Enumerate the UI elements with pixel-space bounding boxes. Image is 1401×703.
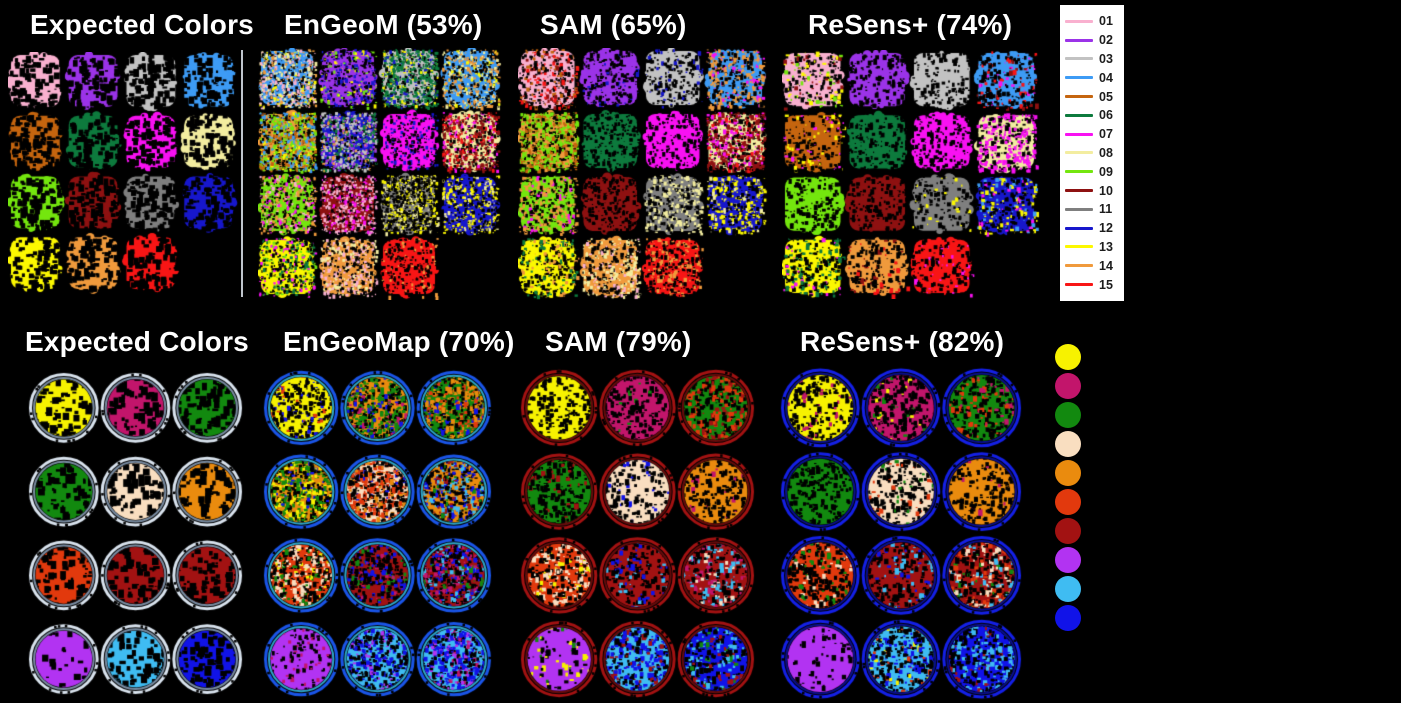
classification-map-engeom [258, 48, 502, 300]
legend-item-label: 05 [1099, 89, 1113, 104]
panel-title-sam-bottom: SAM (79%) [545, 326, 692, 357]
panel-title-engeom: EnGeoM (53%) [284, 9, 483, 40]
legend-item: 07 [1065, 127, 1124, 142]
legend-color-dot [1055, 576, 1081, 602]
legend-line-swatch [1065, 189, 1093, 193]
legend-line-swatch [1065, 245, 1093, 249]
classification-map-resens-top [782, 50, 1040, 299]
legend-item: 03 [1065, 51, 1124, 66]
legend-item-label: 08 [1099, 145, 1113, 160]
legend-line-swatch [1065, 151, 1093, 155]
class-legend: 01 02 03 04 05 06 07 08 09 10 11 12 13 14 15 [1060, 5, 1124, 301]
legend-color-dot [1055, 547, 1081, 573]
legend-item-label: 13 [1099, 239, 1113, 254]
legend-line-swatch [1065, 207, 1093, 211]
panel-title-resens-bottom: ReSens+ (82%) [800, 326, 1005, 357]
legend-item-label: 09 [1099, 164, 1113, 179]
dish-map-expected [28, 366, 243, 701]
dish-map-sam [520, 366, 755, 701]
legend-color-dot [1055, 518, 1081, 544]
legend-item-label: 03 [1099, 51, 1113, 66]
legend-item: 01 [1065, 14, 1124, 29]
legend-item: 08 [1065, 145, 1124, 160]
legend-item-label: 01 [1099, 14, 1113, 29]
legend-color-dot [1055, 460, 1081, 486]
legend-line-swatch [1065, 132, 1093, 136]
legend-item-label: 07 [1099, 127, 1113, 142]
legend-color-dot [1055, 373, 1081, 399]
legend-line-swatch [1065, 113, 1093, 117]
legend-item-label: 10 [1099, 183, 1113, 198]
dish-map-resens [780, 366, 1022, 701]
legend-color-dot [1055, 402, 1081, 428]
panel-title-expected-bottom: Expected Colors [25, 326, 249, 357]
legend-item-label: 15 [1099, 277, 1113, 292]
panel-title-engeomap: EnGeoMap (70%) [283, 326, 515, 357]
legend-line-swatch [1065, 57, 1093, 61]
legend-line-swatch [1065, 19, 1093, 23]
legend-line-swatch [1065, 283, 1093, 287]
legend-item-label: 14 [1099, 258, 1113, 273]
dish-color-legend [1055, 344, 1081, 631]
legend-item: 09 [1065, 164, 1124, 179]
legend-line-swatch [1065, 38, 1093, 42]
legend-line-swatch [1065, 95, 1093, 99]
legend-item-label: 02 [1099, 33, 1113, 48]
legend-line-swatch [1065, 264, 1093, 268]
legend-color-dot [1055, 431, 1081, 457]
legend-item-label: 04 [1099, 70, 1113, 85]
legend-line-swatch [1065, 226, 1093, 230]
legend-item-label: 06 [1099, 108, 1113, 123]
legend-color-dot [1055, 489, 1081, 515]
legend-line-swatch [1065, 76, 1093, 80]
legend-color-dot [1055, 344, 1081, 370]
classification-map-sam-top [518, 48, 768, 300]
panel-title-expected-top: Expected Colors [30, 9, 254, 40]
legend-item-label: 11 [1099, 202, 1113, 217]
dish-map-engeomap [263, 366, 492, 701]
legend-item-label: 12 [1099, 221, 1113, 236]
legend-item: 15 [1065, 277, 1124, 292]
legend-item: 04 [1065, 70, 1124, 85]
legend-item: 14 [1065, 258, 1124, 273]
panel-title-sam-top: SAM (65%) [540, 9, 687, 40]
legend-item: 13 [1065, 239, 1124, 254]
legend-item: 12 [1065, 221, 1124, 236]
panel-separator-line [241, 50, 243, 297]
legend-line-swatch [1065, 170, 1093, 174]
classification-map-expected-top [8, 52, 239, 295]
legend-color-dot [1055, 605, 1081, 631]
legend-item: 02 [1065, 33, 1124, 48]
legend-item: 05 [1065, 89, 1124, 104]
legend-item: 06 [1065, 108, 1124, 123]
legend-item: 10 [1065, 183, 1124, 198]
legend-item: 11 [1065, 202, 1124, 217]
panel-title-resens-top: ReSens+ (74%) [808, 9, 1013, 40]
